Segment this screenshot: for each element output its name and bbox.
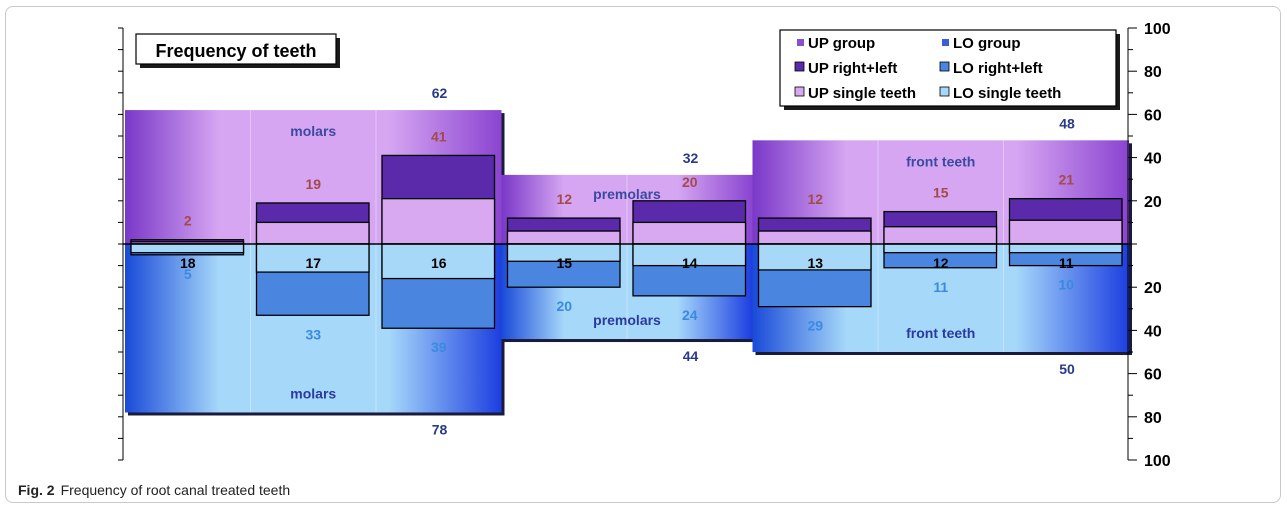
legend-label: UP group bbox=[808, 35, 875, 52]
lo-single-bar bbox=[883, 243, 998, 254]
lo-value-label: 39 bbox=[431, 339, 447, 355]
lo-single-bar bbox=[130, 243, 245, 254]
lo-group-name: molars bbox=[290, 385, 336, 401]
y-tick-label: 20 bbox=[1144, 194, 1162, 211]
legend-label: UP right+left bbox=[808, 60, 897, 77]
y-tick-label: 60 bbox=[1144, 107, 1162, 124]
figure-frame bbox=[5, 6, 1281, 503]
lo-value-label: 33 bbox=[305, 326, 321, 342]
y-tick-label: 20 bbox=[1144, 280, 1162, 297]
legend-label: UP single teeth bbox=[808, 85, 916, 102]
lo-single-bar bbox=[1008, 243, 1123, 254]
legend-swatch bbox=[939, 61, 950, 72]
up-single-bar bbox=[632, 221, 747, 245]
tooth-number-label: 18 bbox=[180, 255, 196, 271]
up-single-bar bbox=[883, 226, 998, 245]
legend-swatch bbox=[939, 86, 950, 97]
lo-single-bar bbox=[381, 243, 496, 280]
up-value-label: 15 bbox=[933, 185, 949, 201]
tooth-number-label: 13 bbox=[807, 255, 823, 271]
lo-value-label: 11 bbox=[933, 279, 948, 295]
tooth-number-label: 14 bbox=[682, 255, 698, 271]
up-group-name: premolars bbox=[593, 186, 661, 202]
up-single-bar bbox=[381, 197, 496, 245]
up-value-label: 19 bbox=[305, 176, 321, 192]
tooth-number-label: 17 bbox=[305, 255, 321, 271]
lo-group-total: 44 bbox=[683, 348, 699, 364]
lo-group-name: front teeth bbox=[906, 325, 975, 341]
up-value-label: 12 bbox=[556, 191, 572, 207]
figure-caption: Fig. 2 Frequency of root canal treated te… bbox=[18, 482, 290, 498]
lo-value-label: 10 bbox=[1058, 277, 1074, 293]
y-tick-label: 40 bbox=[1144, 323, 1162, 340]
legend-swatch bbox=[794, 86, 805, 97]
up-single-bar bbox=[1008, 219, 1123, 245]
lo-single-bar bbox=[255, 243, 370, 273]
up-group-total: 32 bbox=[683, 150, 699, 166]
up-group-name: front teeth bbox=[906, 153, 975, 169]
up-value-label: 12 bbox=[807, 191, 823, 207]
y-tick-label: 40 bbox=[1144, 151, 1162, 168]
up-single-bar bbox=[255, 221, 370, 245]
caption-label: Fig. 2 bbox=[18, 482, 55, 498]
lo-group-total: 50 bbox=[1059, 361, 1075, 377]
legend-swatch bbox=[942, 39, 949, 46]
up-value-label: 21 bbox=[1058, 172, 1074, 188]
up-group-total: 62 bbox=[432, 85, 448, 101]
up-single-bar bbox=[757, 230, 872, 245]
caption-text: Frequency of root canal treated teeth bbox=[60, 482, 291, 498]
up-single-bar bbox=[506, 230, 621, 245]
legend-label: LO group bbox=[953, 35, 1021, 52]
chart-title: Frequency of teeth bbox=[155, 41, 316, 61]
lo-single-bar bbox=[757, 243, 872, 271]
legend-label: LO right+left bbox=[953, 60, 1043, 77]
lo-value-label: 20 bbox=[556, 298, 572, 314]
lo-value-label: 24 bbox=[682, 307, 698, 323]
lo-value-label: 5 bbox=[184, 266, 192, 282]
y-tick-label: 80 bbox=[1144, 64, 1162, 81]
up-value-label: 41 bbox=[431, 128, 447, 144]
lo-group-name: premolars bbox=[593, 312, 661, 328]
up-value-label: 2 bbox=[184, 213, 192, 229]
y-tick-label: 100 bbox=[1144, 21, 1171, 38]
y-tick-label: 100 bbox=[1144, 453, 1171, 470]
title-box bbox=[135, 33, 337, 65]
y-tick-label: 60 bbox=[1144, 367, 1162, 384]
up-group-total: 48 bbox=[1059, 115, 1075, 131]
legend-label: LO single teeth bbox=[953, 85, 1061, 102]
lo-value-label: 29 bbox=[807, 318, 823, 334]
legend-swatch bbox=[797, 39, 804, 46]
up-group-name: molars bbox=[290, 123, 336, 139]
y-tick-label: 80 bbox=[1144, 410, 1162, 427]
legend-swatch bbox=[794, 61, 805, 72]
tooth-number-label: 15 bbox=[556, 255, 572, 271]
frequency-chart: 100 80 60 40 20 20 40 60 80 100 molars molars 62 78 p… bbox=[118, 21, 1171, 470]
tooth-number-label: 11 bbox=[1059, 255, 1074, 271]
tooth-number-label: 16 bbox=[431, 255, 447, 271]
lo-group-total: 78 bbox=[432, 421, 448, 437]
tooth-number-label: 12 bbox=[933, 255, 949, 271]
up-value-label: 20 bbox=[682, 174, 698, 190]
